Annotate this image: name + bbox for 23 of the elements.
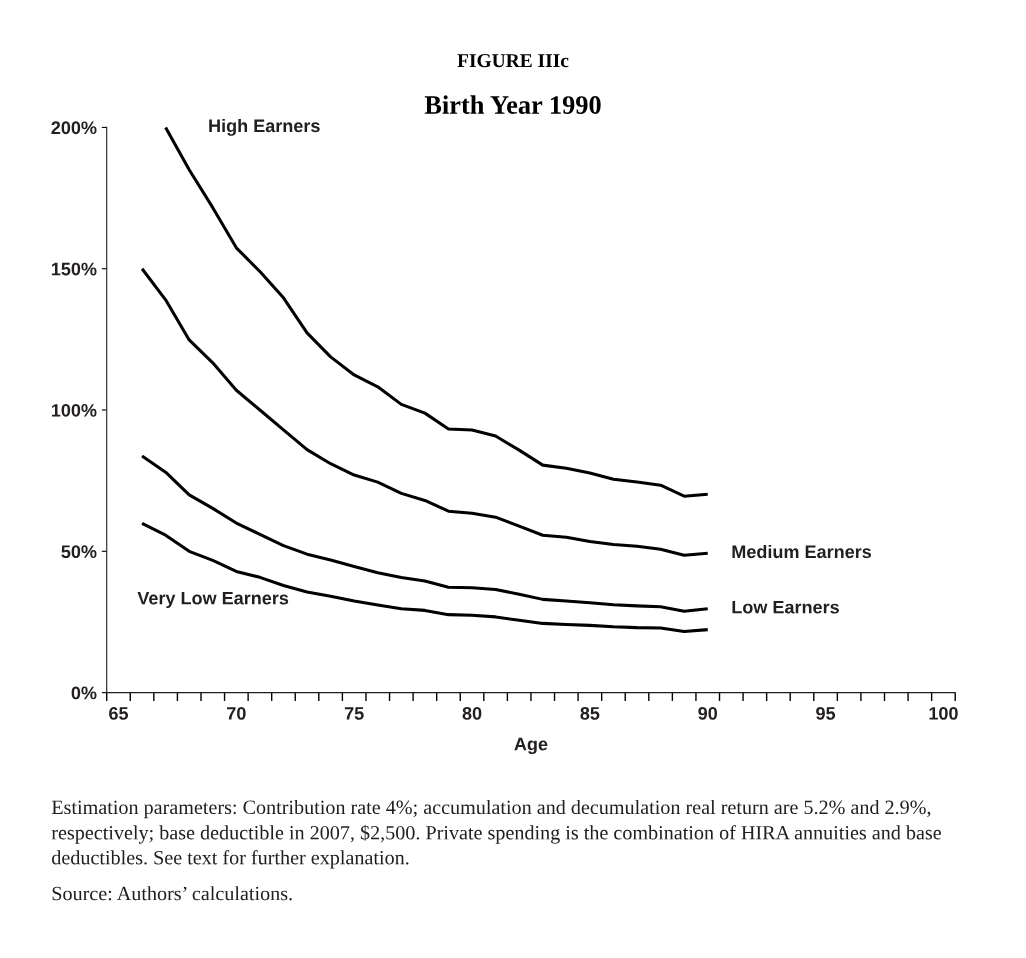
source-note: Source: Authors’ calculations. (52, 886, 292, 901)
x-tick-label: 65 (109, 707, 129, 720)
x-tick-label: 80 (462, 707, 482, 720)
line-series (140, 267, 710, 557)
y-tick-label: 200% (51, 121, 97, 135)
x-tick-label: 75 (344, 707, 364, 720)
x-tick-label: 85 (580, 707, 600, 720)
series-label: High Earners (209, 118, 320, 136)
x-axis-title: Age (514, 737, 548, 755)
x-tick-label: 95 (816, 707, 836, 720)
chart-subtitle: Birth Year 1990 (424, 95, 601, 114)
series-label: Medium Earners (732, 544, 872, 559)
x-tick-label: 70 (227, 707, 246, 720)
text: Estimation parameters: Contribution rate 4%; accumulation and decumulation real return are 5.2% and 2.9%, respectively; base deductible in 2007, $2,500. Private spending is the combination of HIRA annuities and base deductibles. See text for further explanation. (51, 799, 941, 869)
series-label: Very Low Earners (137, 591, 289, 609)
chart-title: FIGURE IIIc (457, 54, 569, 68)
y-tick-label: 150% (51, 262, 97, 276)
y-tick-label: 50% (61, 545, 97, 559)
y-tick-label: 100% (51, 403, 97, 417)
x-tick-label: 90 (698, 707, 718, 720)
y-tick-label: 0% (71, 686, 97, 700)
series-label: Low Earners (732, 600, 839, 614)
x-tick-label: 100 (929, 707, 958, 720)
